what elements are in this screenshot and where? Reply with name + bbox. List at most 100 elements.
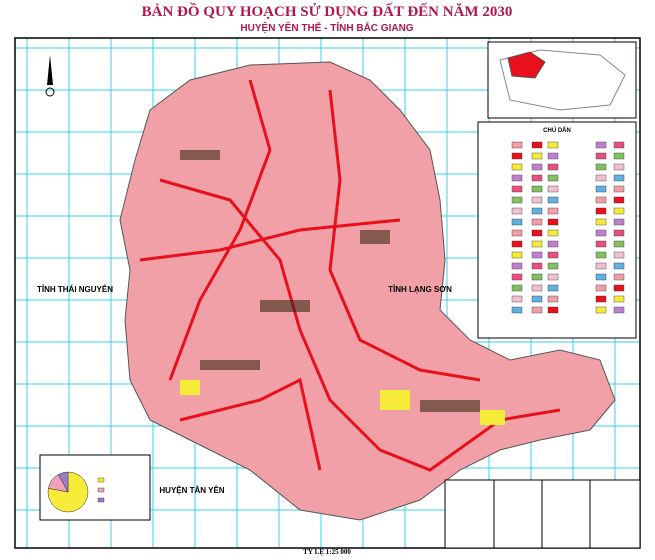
legend-swatch	[613, 152, 625, 160]
road	[179, 377, 322, 471]
legend-swatch	[613, 229, 625, 237]
legend-swatch	[613, 273, 625, 281]
legend-swatch	[511, 185, 523, 193]
legend-swatch	[595, 196, 607, 204]
legend-swatch	[547, 284, 559, 292]
legend-swatch	[613, 284, 625, 292]
legend-swatch	[511, 306, 523, 314]
map-frame	[14, 37, 641, 549]
legend-swatch	[595, 218, 607, 226]
legend-swatch	[595, 251, 607, 259]
legend-swatch	[531, 185, 543, 193]
legend-swatch	[531, 229, 543, 237]
pie-legend-swatch	[97, 487, 105, 493]
road	[139, 218, 401, 262]
legend-swatch	[531, 152, 543, 160]
legend-swatch	[531, 240, 543, 248]
legend-swatch	[531, 196, 543, 204]
farmland	[180, 380, 505, 425]
legend-swatches	[511, 141, 625, 314]
legend-swatch	[547, 141, 559, 149]
legend-swatch	[547, 163, 559, 171]
pie-chart	[47, 471, 105, 513]
pie-legend-swatch	[97, 497, 105, 503]
legend-swatch	[511, 295, 523, 303]
legend-swatch	[613, 163, 625, 171]
legend-swatch	[547, 185, 559, 193]
road	[328, 89, 481, 382]
pie-legend-swatch	[97, 477, 105, 483]
legend-swatch	[547, 196, 559, 204]
legend-swatch	[511, 152, 523, 160]
legend-swatch	[595, 163, 607, 171]
legend-swatch	[613, 141, 625, 149]
legend-swatch	[613, 218, 625, 226]
legend-swatch	[531, 218, 543, 226]
legend-swatch	[613, 262, 625, 270]
legend-swatch	[511, 240, 523, 248]
district-highlight	[507, 51, 546, 79]
legend-swatch	[595, 273, 607, 281]
legend-swatch	[531, 273, 543, 281]
legend-swatch	[613, 295, 625, 303]
road	[159, 178, 561, 472]
signature-dividers	[493, 480, 591, 548]
map-subtitle: HUYỆN YÊN THẾ - TỈNH BẮC GIANG	[240, 21, 413, 34]
legend-swatch	[595, 295, 607, 303]
legend-swatch	[613, 185, 625, 193]
legend-swatch	[547, 251, 559, 259]
legend-swatch	[511, 141, 523, 149]
legend-swatch	[511, 163, 523, 171]
legend-swatch	[547, 240, 559, 248]
legend-swatch	[511, 273, 523, 281]
legend-swatch	[595, 306, 607, 314]
legend-swatch	[547, 262, 559, 270]
legend-swatch	[511, 251, 523, 259]
legend-swatch	[547, 273, 559, 281]
legend-swatch	[595, 174, 607, 182]
legend-swatch	[531, 262, 543, 270]
legend-swatch	[511, 207, 523, 215]
legend-swatch	[613, 196, 625, 204]
legend-swatch	[531, 251, 543, 259]
legend-swatch	[595, 141, 607, 149]
settlements	[180, 150, 480, 412]
map-title: BẢN ĐỒ QUY HOẠCH SỬ DỤNG ĐẤT ĐẾN NĂM 203…	[142, 2, 513, 20]
legend-swatch	[547, 218, 559, 226]
legend-swatch	[511, 196, 523, 204]
legend-swatch	[511, 229, 523, 237]
legend-swatch	[511, 218, 523, 226]
legend-swatch	[547, 207, 559, 215]
legend-swatch	[531, 174, 543, 182]
legend-swatch	[547, 306, 559, 314]
legend-swatch	[613, 240, 625, 248]
legend-swatch	[547, 152, 559, 160]
legend-title: CHÚ DẪN	[543, 127, 571, 134]
legend-swatch	[531, 295, 543, 303]
legend-swatch	[531, 306, 543, 314]
legend-swatch	[613, 251, 625, 259]
legend-swatch	[595, 240, 607, 248]
legend-swatch	[613, 207, 625, 215]
legend-swatch	[531, 141, 543, 149]
legend-swatch	[531, 284, 543, 292]
legend-swatch	[547, 229, 559, 237]
region-label: TỈNH THÁI NGUYÊN	[37, 285, 113, 294]
north-arrow	[45, 55, 55, 97]
legend-swatch	[613, 306, 625, 314]
road	[168, 79, 272, 381]
legend-swatch	[595, 185, 607, 193]
region-label: TỈNH LẠNG SƠN	[388, 285, 452, 294]
legend-swatch	[595, 207, 607, 215]
legend-swatch	[613, 174, 625, 182]
scale-text: TỶ LỆ 1:25 000	[303, 548, 351, 556]
legend-swatch	[547, 295, 559, 303]
legend-swatch	[547, 174, 559, 182]
legend-swatch	[595, 152, 607, 160]
legend-swatch	[595, 262, 607, 270]
legend-swatch	[595, 229, 607, 237]
roads	[139, 79, 561, 472]
legend-swatch	[511, 174, 523, 182]
region-label: HUYỆN TÂN YÊN	[159, 486, 224, 495]
